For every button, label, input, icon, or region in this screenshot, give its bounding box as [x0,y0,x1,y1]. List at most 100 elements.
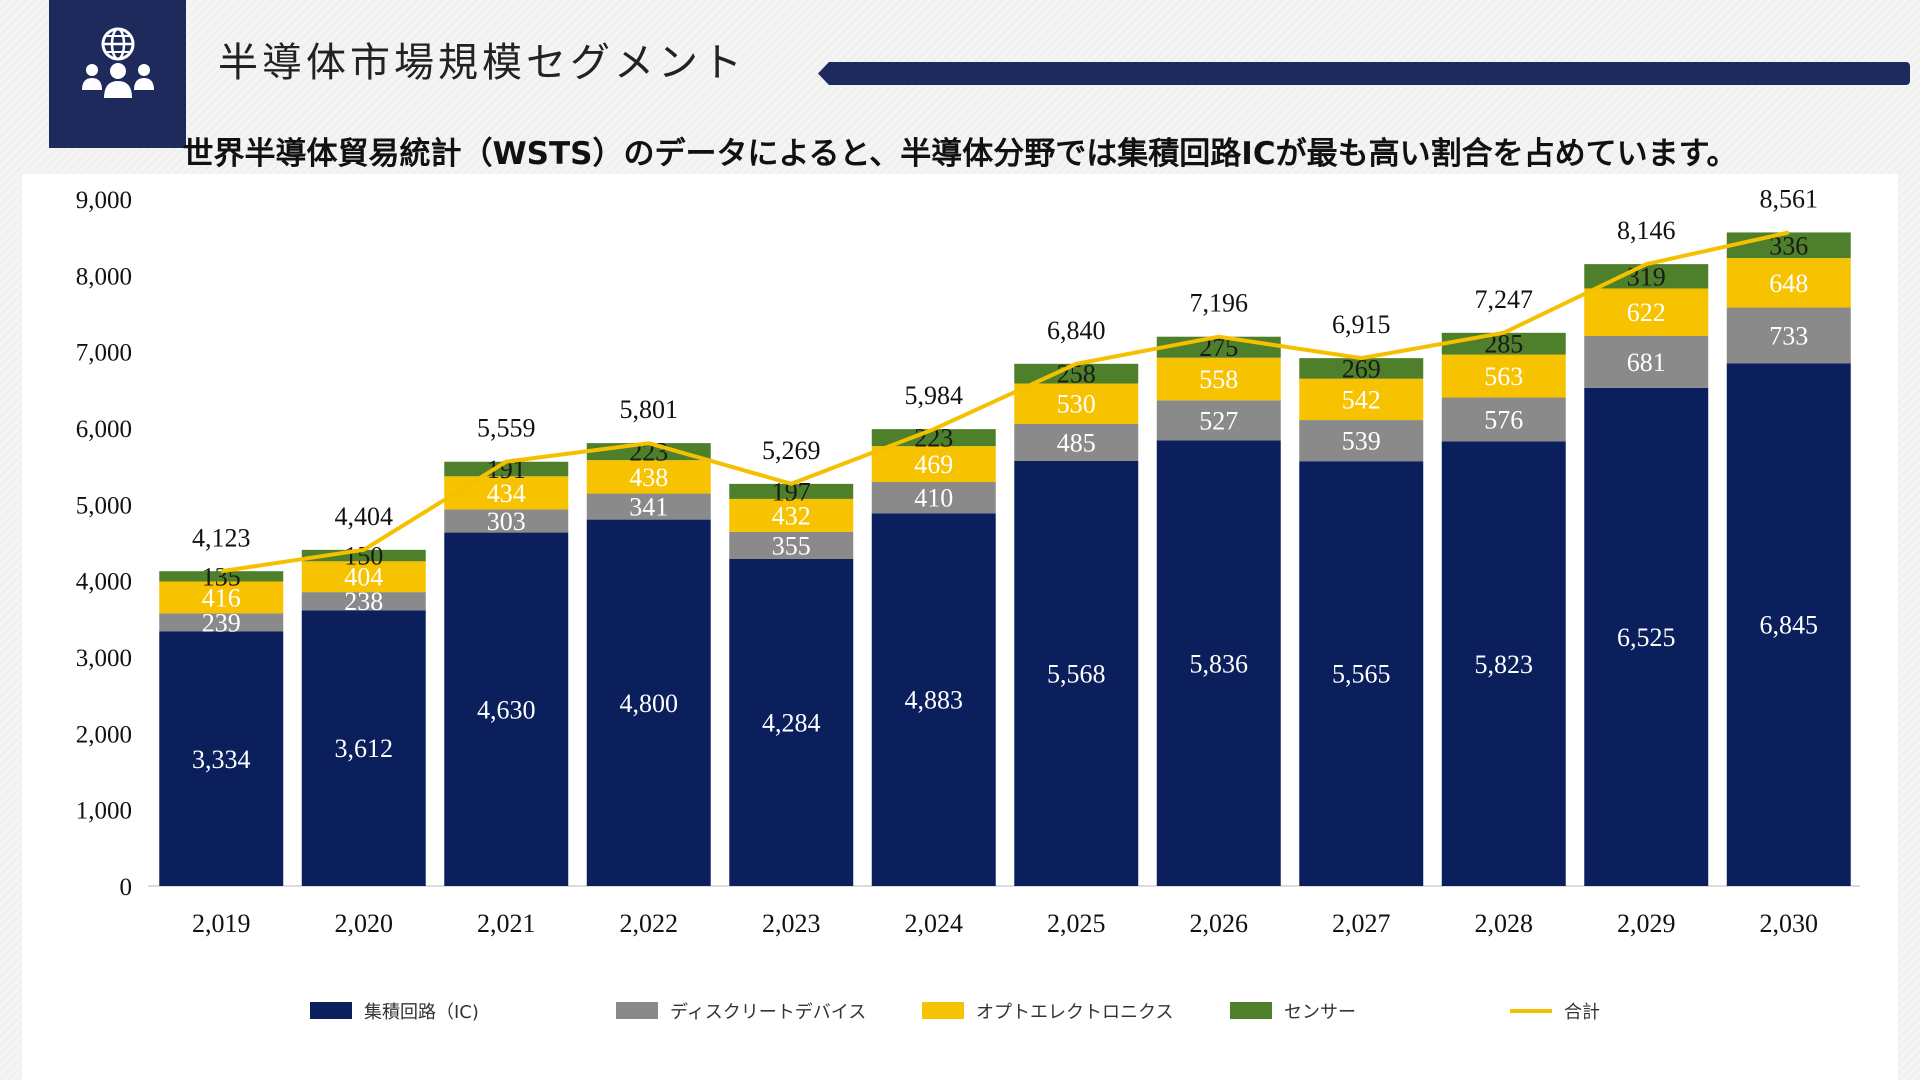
title-accent-bar [818,62,1910,85]
data-label-opto: 416 [202,583,241,612]
bar-opto [729,498,854,532]
bar-discrete [1299,420,1424,462]
data-label-sensor: 135 [202,562,241,591]
bar-sensor [301,549,426,562]
bar-ic [1726,363,1851,886]
legend-label-opto: オプトエレクトロニクス [976,1002,1174,1023]
bar-opto [1726,258,1851,308]
data-label-discrete: 539 [1342,427,1381,456]
total-label: 8,146 [1617,216,1676,245]
bar-sensor [729,483,854,499]
legend-swatch-discrete [616,1002,658,1019]
bar-discrete [1014,423,1139,461]
x-tick-label: 2,024 [905,909,964,938]
bar-ic [1156,440,1281,886]
data-label-ic: 4,630 [477,695,536,724]
stacked-bar-chart: 0 1,000 2,000 3,000 4,000 5,000 6,000 7,000 8,00… [76,185,1860,938]
bar-sensor [1726,232,1851,259]
data-label-ic: 6,845 [1760,611,1819,640]
data-label-ic: 4,883 [905,686,964,715]
x-tick-label: 2,025 [1047,909,1106,938]
bar-ic [729,558,854,886]
data-label-opto: 438 [629,463,668,492]
y-tick-label: 6,000 [76,416,132,443]
y-tick-label: 2,000 [76,721,132,748]
data-label-discrete: 303 [487,507,526,536]
y-tick-label: 3,000 [76,645,132,672]
legend-line-total [1510,1009,1552,1013]
bar-sensor [1299,358,1424,379]
data-label-discrete: 681 [1627,348,1666,377]
total-label: 5,801 [620,395,679,424]
x-tick-label: 2,028 [1475,909,1534,938]
total-label: 7,247 [1475,285,1534,314]
data-label-discrete: 410 [914,484,953,513]
bar-sensor [159,571,284,582]
legend-label-discrete: ディスクリートデバイス [670,1002,867,1023]
total-label: 5,269 [762,436,821,465]
total-line [220,230,1790,574]
data-label-discrete: 527 [1199,406,1238,435]
bar-ic [1441,441,1566,886]
bar-opto [1441,354,1566,398]
y-tick-label: 0 [120,874,133,901]
data-label-opto: 530 [1057,390,1096,419]
people-globe-icon [82,27,154,98]
data-label-sensor: 319 [1627,262,1666,291]
bar-ic [301,610,426,886]
x-tick-label: 2,026 [1190,909,1249,938]
data-label-opto: 563 [1484,362,1523,391]
legend-swatch-opto [922,1002,964,1019]
bar-ic [1299,461,1424,886]
data-label-ic: 5,823 [1475,650,1534,679]
data-label-opto: 434 [487,479,526,508]
y-tick-label: 9,000 [76,187,132,214]
y-tick-label: 1,000 [76,798,132,825]
data-label-ic: 5,568 [1047,659,1106,688]
bar-ic [1014,460,1139,886]
page-subtitle: 世界半導体貿易統計（WSTS）のデータによると、半導体分野では集積回路ICが最も… [182,136,1738,172]
bar-opto [586,460,711,494]
bar-opto [1584,288,1709,336]
bar-discrete [1584,335,1709,388]
bar-discrete [444,509,569,533]
data-label-opto: 558 [1199,365,1238,394]
bar-discrete [1156,400,1281,441]
data-label-opto: 404 [344,563,383,592]
data-label-discrete: 355 [772,531,811,560]
legend-label-ic: 集積回路（IC) [364,1002,479,1023]
x-tick-label: 2,022 [620,909,679,938]
bar-ic [871,513,996,886]
total-label: 4,404 [335,502,394,531]
x-tick-label: 2,020 [335,909,394,938]
x-tick-label: 2,019 [192,909,251,938]
data-label-opto: 469 [914,450,953,479]
y-tick-label: 5,000 [76,492,132,519]
header-badge-tip [49,113,185,148]
x-tick-label: 2,027 [1332,909,1391,938]
total-label: 5,559 [477,414,536,443]
bar-discrete [159,613,284,632]
data-label-discrete: 733 [1769,322,1808,351]
y-tick-label: 8,000 [76,263,132,290]
data-label-ic: 4,284 [762,708,821,737]
y-tick-label: 4,000 [76,569,132,596]
x-tick-label: 2,023 [762,909,821,938]
total-label: 5,984 [905,381,964,410]
bar-opto [301,561,426,593]
bar-discrete [586,493,711,520]
bar-opto [1156,357,1281,401]
bar-opto [159,581,284,614]
data-label-opto: 432 [772,501,811,530]
data-label-opto: 622 [1627,298,1666,327]
data-label-sensor: 150 [344,542,383,571]
data-label-ic: 3,612 [335,734,394,763]
legend-swatch-sensor [1230,1002,1272,1019]
data-label-ic: 5,565 [1332,660,1391,689]
page-title: 半導体市場規模セグメント [218,40,746,86]
bar-discrete [1441,397,1566,442]
bar-opto [444,476,569,510]
data-label-ic: 6,525 [1617,623,1676,652]
legend-swatch-ic [310,1002,352,1019]
total-label: 7,196 [1190,289,1249,318]
